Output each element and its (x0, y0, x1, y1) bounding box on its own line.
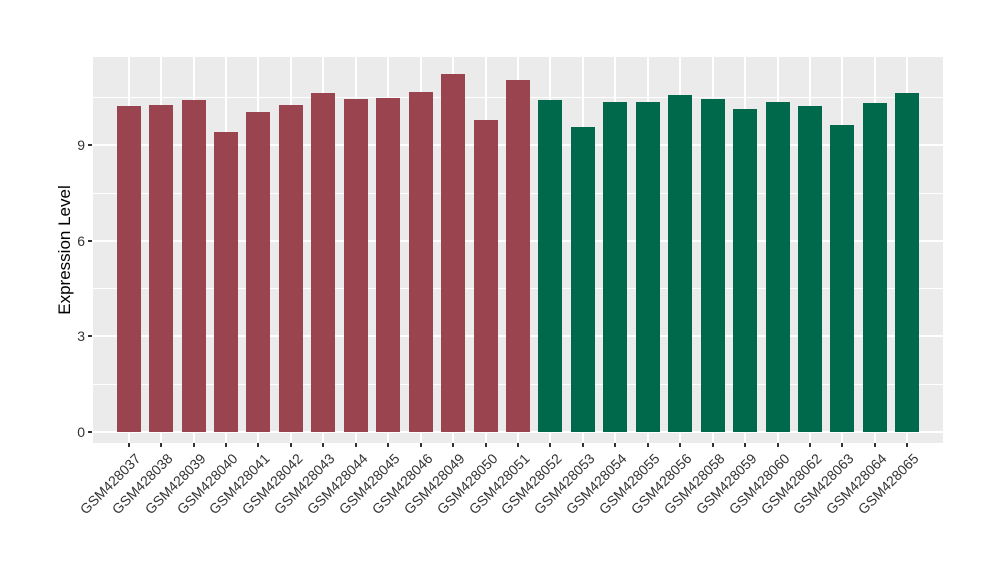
x-axis-tick (322, 443, 325, 447)
major-gridline (93, 431, 943, 433)
x-axis-tick (160, 443, 163, 447)
bar (311, 92, 336, 432)
x-axis-tick (484, 443, 487, 447)
bar (149, 105, 174, 432)
x-axis-tick (808, 443, 811, 447)
x-axis-tick (289, 443, 292, 447)
x-axis-tick (549, 443, 552, 447)
y-tick-label: 3 (77, 328, 85, 345)
bar (538, 99, 563, 432)
bar (214, 132, 238, 432)
bar (376, 98, 401, 432)
y-axis-tick (88, 239, 92, 242)
x-axis-tick (614, 443, 617, 447)
bar (473, 119, 498, 432)
y-axis-tick (88, 143, 92, 146)
bar (246, 112, 271, 432)
x-axis-tick (776, 443, 779, 447)
x-axis-tick (679, 443, 682, 447)
bar (862, 103, 887, 432)
bar (441, 73, 466, 432)
bar (635, 101, 660, 432)
bar (830, 125, 855, 432)
bar (506, 79, 530, 432)
bar (733, 108, 758, 432)
x-axis-tick (744, 443, 747, 447)
bar (278, 105, 303, 432)
y-tick-label: 0 (77, 424, 85, 440)
x-axis-tick (419, 443, 422, 447)
y-axis-tick (88, 335, 92, 338)
x-axis-tick (354, 443, 357, 447)
x-axis-tick (841, 443, 844, 447)
bar (408, 92, 433, 432)
x-axis-tick (225, 443, 227, 447)
bar (343, 98, 368, 432)
x-axis-tick (452, 443, 455, 447)
bar (116, 105, 141, 432)
x-axis-tick (873, 443, 876, 447)
bar (895, 92, 920, 432)
x-axis-tick (906, 443, 909, 447)
bar (570, 127, 595, 432)
bar (181, 99, 206, 432)
bar (765, 102, 790, 432)
x-axis-tick (127, 443, 130, 447)
x-axis-tick (581, 443, 584, 447)
y-axis-tick (88, 431, 92, 433)
x-axis-tick (711, 443, 714, 447)
x-axis-tick (257, 443, 260, 447)
bar (603, 102, 628, 432)
x-axis-tick (517, 443, 519, 447)
x-axis-tick (646, 443, 649, 447)
y-tick-label: 9 (77, 136, 85, 153)
x-axis-tick (192, 443, 195, 447)
x-axis-tick (387, 443, 390, 447)
y-tick-label: 6 (77, 232, 85, 249)
bar (668, 95, 693, 432)
bar (700, 98, 725, 432)
bar (797, 105, 822, 432)
plot-panel (93, 57, 943, 443)
y-axis-title: Expression Level (55, 185, 74, 315)
